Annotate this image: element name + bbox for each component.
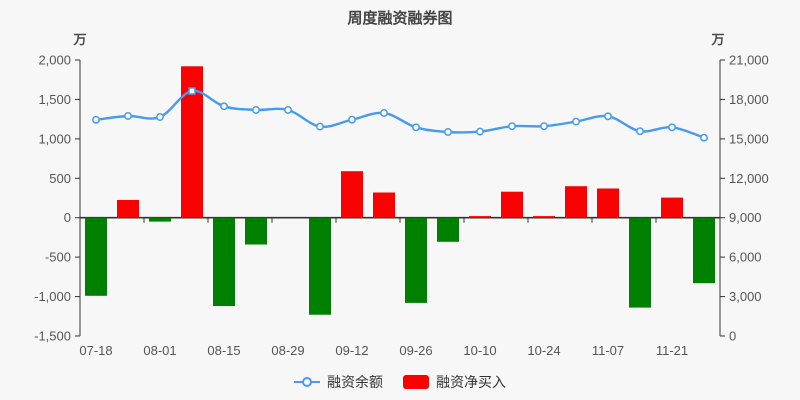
line-marker[interactable] [124,112,132,120]
line-marker[interactable] [156,113,164,121]
net-buy-bar-14[interactable] [533,216,555,218]
line-marker[interactable] [604,112,612,121]
net-buy-bar-15[interactable] [565,186,587,218]
right-axis-tick-label: 21,000 [729,53,769,68]
bar-series-icon [403,375,429,389]
left-axis-unit-label: 万 [73,32,87,47]
x-axis-label: 09-26 [399,343,432,358]
line-series-icon [294,377,320,387]
line-marker[interactable] [412,123,420,132]
line-marker[interactable] [636,127,644,136]
x-axis-label: 11-07 [592,343,624,358]
net-buy-bar-17[interactable] [629,217,651,308]
right-axis-tick-label: 9,000 [729,210,762,225]
right-axis-tick-label: 12,000 [729,171,769,186]
legend-label: 融资净买入 [436,374,506,390]
chart-title: 周度融资融券图 [347,10,453,27]
net-buy-bar-4[interactable] [213,217,235,306]
net-buy-bar-19[interactable] [693,217,715,284]
right-axis-tick-label: 18,000 [729,92,769,107]
net-buy-bar-18[interactable] [661,197,683,218]
x-axis-label: 08-15 [207,343,240,358]
left-axis-tick-label: 1,000 [38,131,71,146]
left-axis-tick-label: 0 [64,210,71,225]
x-axis-label: 10-10 [463,343,496,358]
x-axis-label: 11-21 [656,343,688,358]
line-marker[interactable] [572,117,580,126]
line-marker[interactable] [284,105,292,114]
legend-item-financing-balance[interactable]: 融资余额 [294,372,383,392]
line-marker[interactable] [508,122,516,131]
chart-legend: 融资余额 融资净买入 [0,372,800,392]
net-buy-bar-1[interactable] [117,200,139,218]
line-marker[interactable] [220,102,228,111]
x-axis-label: 10-24 [527,343,560,358]
line-marker[interactable] [444,128,452,136]
line-marker-peak[interactable] [188,87,196,95]
legend-label: 融资余额 [327,374,383,390]
net-buy-bar-9[interactable] [373,192,395,218]
right-axis-tick-label: 0 [729,329,736,344]
net-buy-bar-10[interactable] [405,217,427,303]
net-buy-bar-5[interactable] [245,217,267,245]
right-axis-tick-label: 15,000 [729,131,769,146]
line-marker[interactable] [348,115,356,124]
left-axis-tick-label: 500 [49,171,71,186]
left-axis-tick-label: -1,000 [34,289,71,304]
x-axis-label: 07-18 [79,343,112,358]
net-buy-bar-3[interactable] [181,66,203,218]
line-marker[interactable] [380,109,388,117]
left-axis-tick-label: -1,500 [34,329,71,344]
right-axis-tick-label: 3,000 [729,289,762,304]
line-marker[interactable] [540,122,548,131]
left-axis-tick-label: -500 [45,250,71,265]
line-marker[interactable] [700,133,708,142]
net-buy-bar-0[interactable] [85,217,107,296]
x-axis-label: 08-29 [271,343,304,358]
line-marker[interactable] [476,127,484,136]
x-axis-label: 08-01 [143,343,176,358]
net-buy-bar-13[interactable] [501,191,523,218]
right-axis-tick-label: 6,000 [729,250,762,265]
x-axis-label: 09-12 [335,343,368,358]
net-buy-bar-11[interactable] [437,217,459,242]
net-buy-bar-8[interactable] [341,171,363,218]
legend-item-net-buy[interactable]: 融资净买入 [403,372,506,392]
line-marker[interactable] [252,105,260,114]
net-buy-bar-12[interactable] [469,216,491,218]
net-buy-bar-16[interactable] [597,188,619,218]
line-marker[interactable] [92,115,100,124]
right-axis-unit-label: 万 [711,32,725,47]
net-buy-bar-7[interactable] [309,217,331,315]
line-marker[interactable] [668,123,676,132]
left-axis-tick-label: 2,000 [38,53,71,68]
net-buy-bar-2[interactable] [149,217,171,222]
line-marker[interactable] [316,122,324,131]
left-axis-tick-label: 1,500 [38,92,71,107]
